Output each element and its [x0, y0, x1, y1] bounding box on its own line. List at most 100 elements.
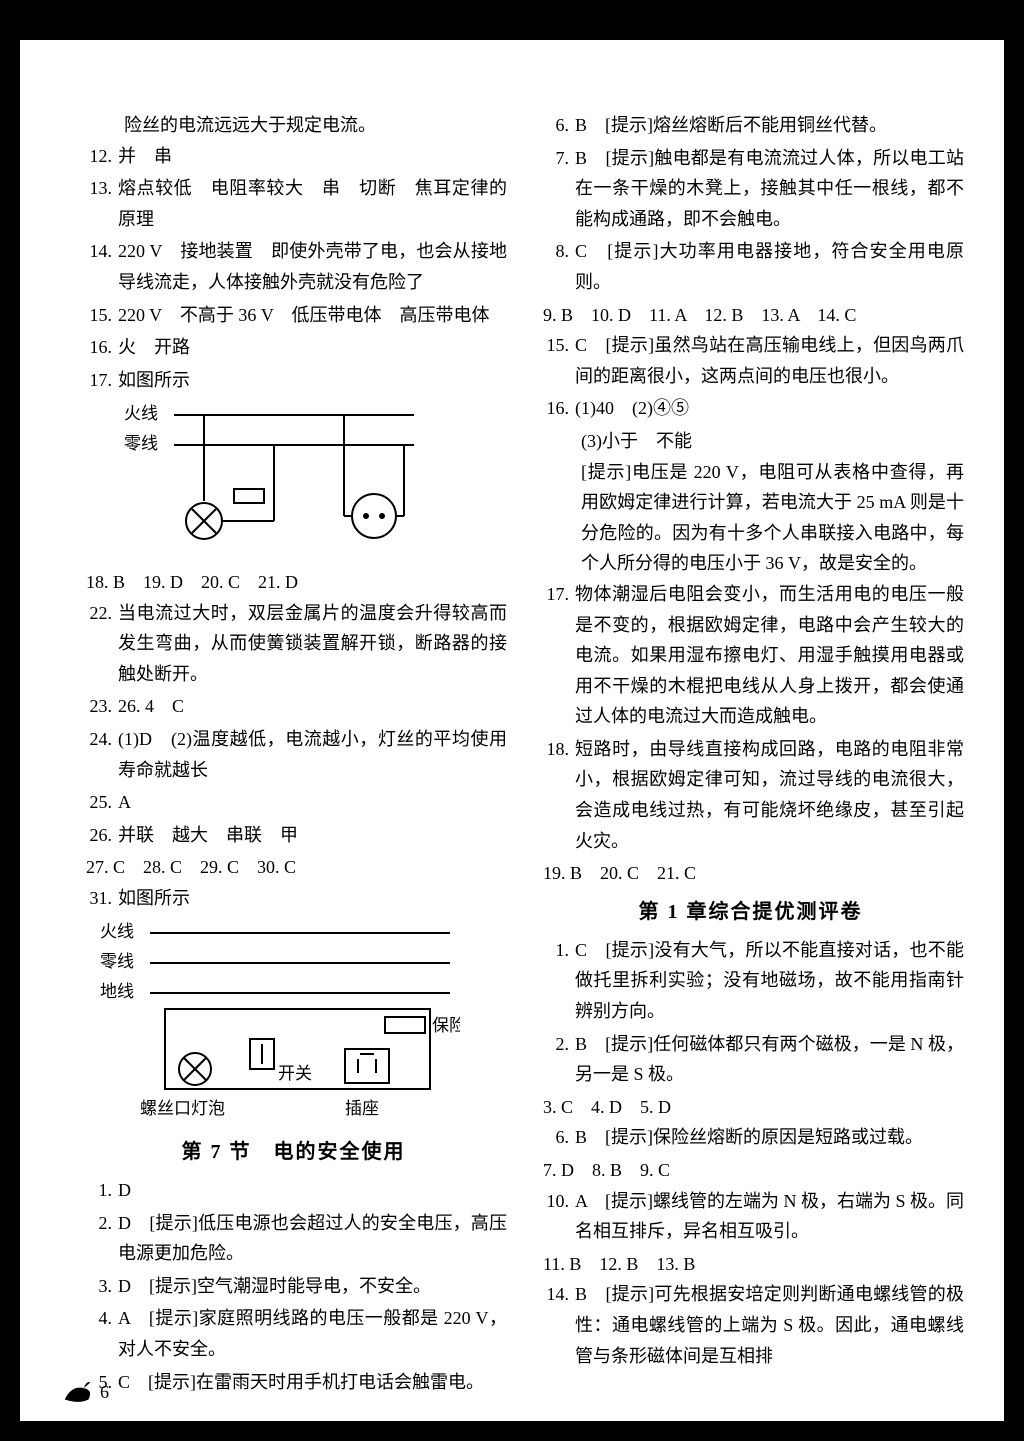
- item-text: 火 开路: [118, 332, 507, 363]
- left-column: 险丝的电流远远大于规定电流。 12.并 串 13.熔点较低 电阻率较大 串 切断…: [80, 110, 507, 1391]
- answer-item: 16.(1)40 (2)④⑤: [537, 393, 964, 424]
- item-number: 8.: [537, 236, 575, 297]
- answer-sequence: 18. B 19. D 20. C 21. D: [80, 567, 507, 598]
- answer-item: 16.火 开路: [80, 332, 507, 363]
- item-number: 2.: [80, 1208, 118, 1269]
- item-text: 当电流过大时，双层金属片的温度会升得较高而发生弯曲，从而使簧锁装置解开锁，断路器…: [118, 598, 507, 690]
- svg-text:螺丝口灯泡: 螺丝口灯泡: [140, 1099, 225, 1118]
- item-number: 3.: [80, 1271, 118, 1302]
- svg-text:开关: 开关: [278, 1064, 312, 1083]
- item-text: C [提示]大功率用电器接地，符合安全用电原则。: [575, 236, 964, 297]
- svg-text:零线: 零线: [100, 952, 134, 971]
- item-number: 14.: [537, 1279, 575, 1371]
- right-column: 6.B [提示]熔丝熔断后不能用铜丝代替。 7.B [提示]触电都是有电流流过人…: [537, 110, 964, 1391]
- item-number: 12.: [80, 141, 118, 172]
- answer-sequence: 7. D 8. B 9. C: [537, 1155, 964, 1186]
- item-number: 23.: [80, 691, 118, 722]
- answer-item: 22.当电流过大时，双层金属片的温度会升得较高而发生弯曲，从而使簧锁装置解开锁，…: [80, 598, 507, 690]
- item-text: B [提示]触电都是有电流流过人体，所以电工站在一条干燥的木凳上，接触其中任一根…: [575, 143, 964, 235]
- circuit-diagram-2: 火线 零线 地线 保险管 开关: [100, 919, 507, 1129]
- item-text: 并 串: [118, 141, 507, 172]
- item-number: 26.: [80, 820, 118, 851]
- item-text: D [提示]低压电源也会超过人的安全电压，高压电源更加危险。: [118, 1208, 507, 1269]
- lead-text: 险丝的电流远远大于规定电流。: [80, 110, 507, 141]
- item-number: 17.: [537, 579, 575, 732]
- item-text: 如图所示: [118, 365, 507, 396]
- answer-item: 8.C [提示]大功率用电器接地，符合安全用电原则。: [537, 236, 964, 297]
- answer-item: 26.并联 越大 串联 甲: [80, 820, 507, 851]
- answer-sequence: 9. B 10. D 11. A 12. B 13. A 14. C: [537, 300, 964, 331]
- item-subtext: (3)小于 不能: [537, 426, 964, 457]
- item-number: 10.: [537, 1186, 575, 1247]
- answer-item: 7.B [提示]触电都是有电流流过人体，所以电工站在一条干燥的木凳上，接触其中任…: [537, 143, 964, 235]
- section-title: 第 7 节 电的安全使用: [80, 1135, 507, 1169]
- answer-item: 15.C [提示]虽然鸟站在高压输电线上，但因鸟两爪间的距离很小，这两点间的电压…: [537, 330, 964, 391]
- answer-item: 18.短路时，由导线直接构成回路，电路的电阻非常小，根据欧姆定律可知，流过导线的…: [537, 734, 964, 856]
- item-text: B [提示]任何磁体都只有两个磁极，一是 N 极，另一是 S 极。: [575, 1029, 964, 1090]
- answer-item: 24.(1)D (2)温度越低，电流越小，灯丝的平均使用寿命就越长: [80, 724, 507, 785]
- answer-item: 23.26. 4 C: [80, 691, 507, 722]
- answer-item: 1.C [提示]没有大气，所以不能直接对话，也不能做托里拆利实验；没有地磁场，故…: [537, 935, 964, 1027]
- answer-item: 3.D [提示]空气潮湿时能导电，不安全。: [80, 1271, 507, 1302]
- answer-item: 10.A [提示]螺线管的左端为 N 极，右端为 S 极。同名相互排斥，异名相互…: [537, 1186, 964, 1247]
- svg-text:保险管: 保险管: [432, 1016, 460, 1035]
- item-text: B [提示]可先根据安培定则判断通电螺线管的极性：通电螺线管的上端为 S 极。因…: [575, 1279, 964, 1371]
- item-text: (1)40 (2)④⑤: [575, 393, 964, 424]
- answer-item: 12.并 串: [80, 141, 507, 172]
- answer-item: 6.B [提示]熔丝熔断后不能用铜丝代替。: [537, 110, 964, 141]
- item-number: 2.: [537, 1029, 575, 1090]
- answer-item: 5.C [提示]在雷雨天时用手机打电话会触雷电。: [80, 1367, 507, 1398]
- svg-text:火线: 火线: [100, 922, 134, 941]
- answer-sequence: 27. C 28. C 29. C 30. C: [80, 852, 507, 883]
- answer-item: 4.A [提示]家庭照明线路的电压一般都是 220 V，对人不安全。: [80, 1303, 507, 1364]
- answer-item: 14.B [提示]可先根据安培定则判断通电螺线管的极性：通电螺线管的上端为 S …: [537, 1279, 964, 1371]
- item-text: 26. 4 C: [118, 691, 507, 722]
- item-text: A [提示]家庭照明线路的电压一般都是 220 V，对人不安全。: [118, 1303, 507, 1364]
- item-text: B [提示]熔丝熔断后不能用铜丝代替。: [575, 110, 964, 141]
- item-number: 15.: [80, 300, 118, 331]
- answer-sequence: 3. C 4. D 5. D: [537, 1092, 964, 1123]
- item-number: 18.: [537, 734, 575, 856]
- item-number: 6.: [537, 110, 575, 141]
- item-text: A: [118, 787, 507, 818]
- answer-item: 13.熔点较低 电阻率较大 串 切断 焦耳定律的原理: [80, 173, 507, 234]
- item-text: 220 V 不高于 36 V 低压带电体 高压带电体: [118, 300, 507, 331]
- item-number: 4.: [80, 1303, 118, 1364]
- item-text: A [提示]螺线管的左端为 N 极，右端为 S 极。同名相互排斥，异名相互吸引。: [575, 1186, 964, 1247]
- item-text: 熔点较低 电阻率较大 串 切断 焦耳定律的原理: [118, 173, 507, 234]
- item-text: B [提示]保险丝熔断的原因是短路或过载。: [575, 1122, 964, 1153]
- item-number: 31.: [80, 883, 118, 914]
- page-container: 险丝的电流远远大于规定电流。 12.并 串 13.熔点较低 电阻率较大 串 切断…: [20, 40, 1004, 1421]
- answer-item: 2.D [提示]低压电源也会超过人的安全电压，高压电源更加危险。: [80, 1208, 507, 1269]
- item-text: C [提示]在雷雨天时用手机打电话会触雷电。: [118, 1367, 507, 1398]
- item-text: 短路时，由导线直接构成回路，电路的电阻非常小，根据欧姆定律可知，流过导线的电流很…: [575, 734, 964, 856]
- circuit-diagram-1: 火线 零线: [124, 401, 507, 561]
- item-text: (1)D (2)温度越低，电流越小，灯丝的平均使用寿命就越长: [118, 724, 507, 785]
- item-number: 6.: [537, 1122, 575, 1153]
- answer-item: 17.如图所示: [80, 365, 507, 396]
- section-title: 第 1 章综合提优测评卷: [537, 895, 964, 929]
- item-text: D [提示]空气潮湿时能导电，不安全。: [118, 1271, 507, 1302]
- dolphin-icon: [60, 1371, 98, 1409]
- answer-item: 25.A: [80, 787, 507, 818]
- item-text: C [提示]没有大气，所以不能直接对话，也不能做托里拆利实验；没有地磁场，故不能…: [575, 935, 964, 1027]
- item-number: 13.: [80, 173, 118, 234]
- item-text: 并联 越大 串联 甲: [118, 820, 507, 851]
- answer-item: 2.B [提示]任何磁体都只有两个磁极，一是 N 极，另一是 S 极。: [537, 1029, 964, 1090]
- item-text: D: [118, 1175, 507, 1206]
- item-number: 1.: [537, 935, 575, 1027]
- item-text: 220 V 接地装置 即使外壳带了电，也会从接地导线流走，人体接触外壳就没有危险…: [118, 236, 507, 297]
- svg-text:地线: 地线: [100, 982, 134, 1001]
- item-number: 22.: [80, 598, 118, 690]
- item-number: 1.: [80, 1175, 118, 1206]
- answer-item: 15.220 V 不高于 36 V 低压带电体 高压带电体: [80, 300, 507, 331]
- item-number: 24.: [80, 724, 118, 785]
- answer-sequence: 11. B 12. B 13. B: [537, 1249, 964, 1280]
- answer-item: 6.B [提示]保险丝熔断的原因是短路或过载。: [537, 1122, 964, 1153]
- answer-item: 17.物体潮湿后电阻会变小，而生活用电的电压一般是不变的，根据欧姆定律，电路中会…: [537, 579, 964, 732]
- item-number: 25.: [80, 787, 118, 818]
- zero-line-label: 零线: [124, 434, 158, 453]
- answer-item: 14.220 V 接地装置 即使外壳带了电，也会从接地导线流走，人体接触外壳就没…: [80, 236, 507, 297]
- item-number: 17.: [80, 365, 118, 396]
- answer-item: 31.如图所示: [80, 883, 507, 914]
